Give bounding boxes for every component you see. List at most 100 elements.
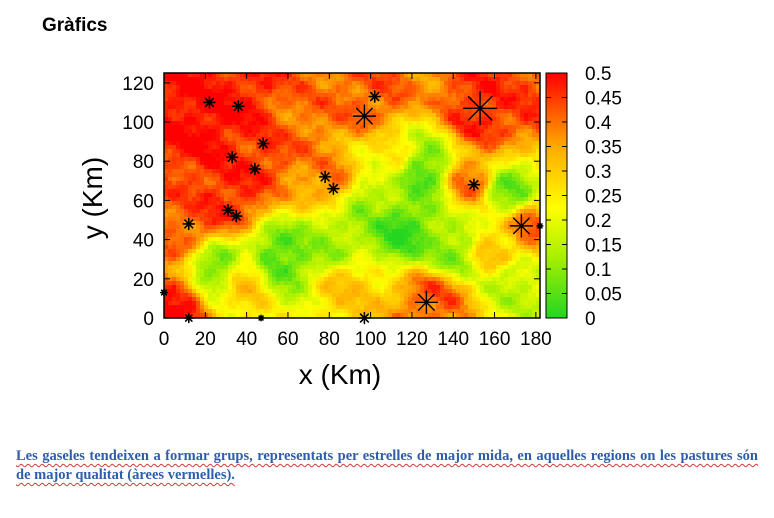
heat-cell [368, 253, 373, 258]
heat-cell [304, 73, 309, 78]
heat-cell [196, 289, 201, 294]
heat-cell [232, 169, 237, 174]
heat-cell [244, 221, 249, 226]
heat-cell [324, 293, 329, 298]
heat-cell [256, 101, 261, 106]
heat-cell [168, 173, 173, 178]
heat-cell [356, 121, 361, 126]
heat-cell [300, 245, 305, 250]
heat-cell [356, 241, 361, 246]
heat-cell [480, 97, 485, 102]
heat-cell [224, 85, 229, 90]
heat-cell [412, 233, 417, 238]
heat-cell [376, 173, 381, 178]
heat-cell [252, 305, 257, 310]
heat-cell [260, 197, 265, 202]
heat-cell [432, 261, 437, 266]
heat-cell [196, 113, 201, 118]
heat-cell [432, 185, 437, 190]
heat-cell [456, 265, 461, 270]
heat-cell [240, 301, 245, 306]
heat-cell [300, 241, 305, 246]
heat-cell [396, 209, 401, 214]
heat-cell [272, 197, 277, 202]
heat-cell [288, 93, 293, 98]
heat-cell [344, 125, 349, 130]
heat-cell [208, 73, 213, 78]
heat-cell [316, 273, 321, 278]
heat-cell [220, 193, 225, 198]
heat-cell [436, 177, 441, 182]
heat-cell [384, 153, 389, 158]
heat-cell [292, 97, 297, 102]
heat-cell [432, 301, 437, 306]
heat-cell [332, 161, 337, 166]
heat-cell [292, 273, 297, 278]
heat-cell [284, 177, 289, 182]
heat-cell [168, 189, 173, 194]
heat-cell [332, 101, 337, 106]
heat-cell [284, 173, 289, 178]
heat-cell [200, 217, 205, 222]
heat-cell [300, 313, 305, 318]
heat-cell [348, 129, 353, 134]
heat-cell [188, 97, 193, 102]
heat-cell [368, 177, 373, 182]
heat-cell [360, 277, 365, 282]
heat-cell [284, 225, 289, 230]
heat-cell [392, 169, 397, 174]
heat-cell [440, 169, 445, 174]
heat-cell [480, 265, 485, 270]
heat-cell [200, 225, 205, 230]
heat-cell [316, 261, 321, 266]
heat-cell [412, 77, 417, 82]
heat-cell [388, 253, 393, 258]
heat-cell [248, 157, 253, 162]
heat-cell [268, 241, 273, 246]
heat-cell [368, 273, 373, 278]
heat-cell [248, 229, 253, 234]
heat-cell [260, 225, 265, 230]
heat-cell [368, 281, 373, 286]
heat-cell [332, 145, 337, 150]
heat-cell [436, 157, 441, 162]
heat-cell [264, 125, 269, 130]
heat-cell [332, 293, 337, 298]
heat-cell [316, 153, 321, 158]
heat-cell [444, 165, 449, 170]
heat-cell [216, 101, 221, 106]
heat-cell [452, 313, 457, 318]
heat-cell [476, 245, 481, 250]
heat-cell [256, 281, 261, 286]
heat-cell [208, 229, 213, 234]
heat-cell [476, 157, 481, 162]
heat-cell [472, 129, 477, 134]
heat-cell [396, 261, 401, 266]
heat-cell [424, 277, 429, 282]
heat-cell [324, 241, 329, 246]
heat-cell [236, 85, 241, 90]
heat-cell [304, 141, 309, 146]
heat-cell [276, 289, 281, 294]
heat-cell [252, 173, 257, 178]
heat-cell [248, 297, 253, 302]
heat-cell [428, 97, 433, 102]
heat-cell [424, 173, 429, 178]
heat-cell [220, 85, 225, 90]
heat-cell [396, 165, 401, 170]
heat-cell [276, 205, 281, 210]
heat-cell [392, 157, 397, 162]
heat-cell [408, 201, 413, 206]
heat-cell [280, 145, 285, 150]
heat-cell [164, 73, 169, 78]
heat-cell [268, 157, 273, 162]
heat-cell [204, 285, 209, 290]
heat-cell [444, 213, 449, 218]
heat-cell [184, 293, 189, 298]
heat-cell [480, 153, 485, 158]
heat-cell [452, 221, 457, 226]
heat-cell [164, 133, 169, 138]
heat-cell [348, 85, 353, 90]
heat-cell [264, 205, 269, 210]
heat-cell [264, 185, 269, 190]
